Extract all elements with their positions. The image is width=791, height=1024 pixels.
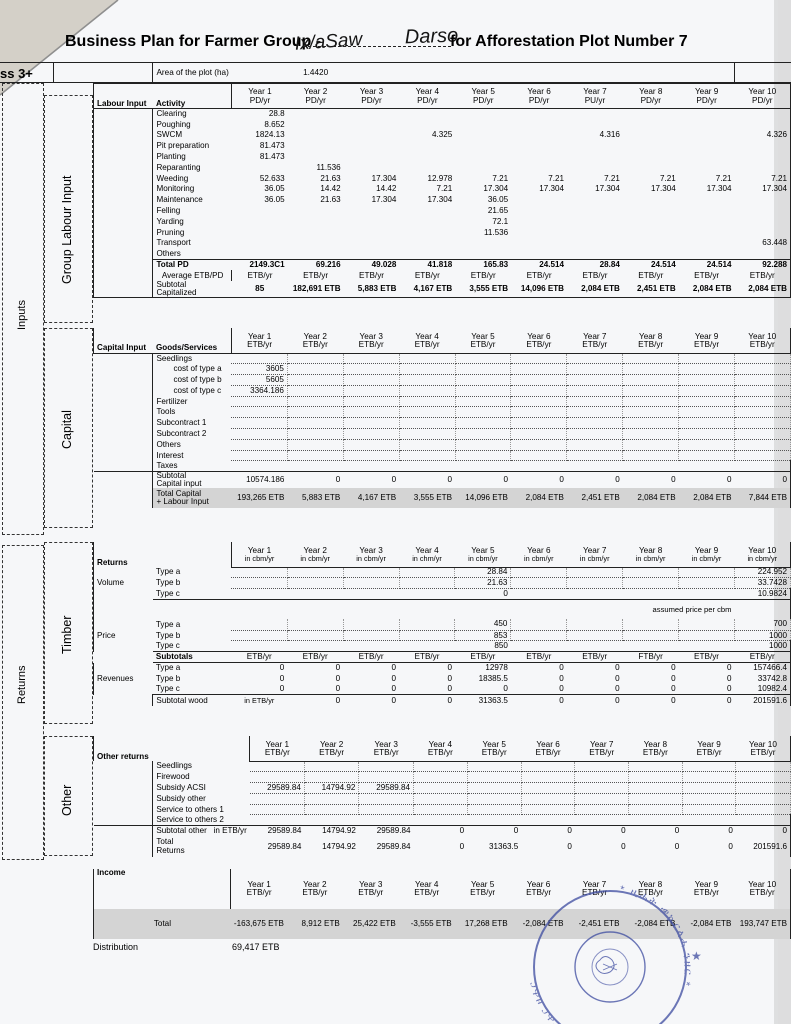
- svg-text:* ዚሓት ዏኴርላሓ ንዘር *: * ዚሓት ዏኴርላሓ ንዘር *: [619, 884, 694, 988]
- svg-text:Ix/aSaw: Ix/aSaw: [295, 29, 364, 55]
- svg-text:★: ★: [691, 949, 702, 963]
- svg-text:ትርዘ ሓሳርሓር ዛሓር: ትርዘ ሓሳርሓር ዛሓር: [527, 979, 601, 1024]
